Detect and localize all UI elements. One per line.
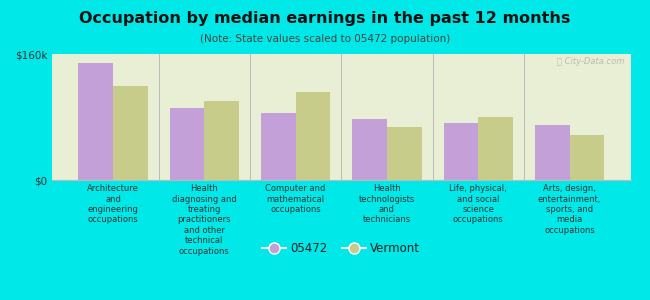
Bar xyxy=(113,85,148,180)
Bar xyxy=(296,92,330,180)
Text: Ⓠ City-Data.com: Ⓠ City-Data.com xyxy=(557,56,625,65)
Bar xyxy=(443,123,478,180)
Bar xyxy=(352,119,387,180)
Text: Occupation by median earnings in the past 12 months: Occupation by median earnings in the pas… xyxy=(79,11,571,26)
Text: (Note: State values scaled to 05472 population): (Note: State values scaled to 05472 popu… xyxy=(200,34,450,44)
Bar xyxy=(78,64,113,180)
Bar xyxy=(569,135,604,180)
Bar xyxy=(535,125,569,180)
Bar xyxy=(170,108,204,180)
Bar xyxy=(387,127,422,180)
Bar xyxy=(261,113,296,180)
Bar xyxy=(204,101,239,180)
Bar xyxy=(478,117,513,180)
Legend: 05472, Vermont: 05472, Vermont xyxy=(257,237,425,260)
